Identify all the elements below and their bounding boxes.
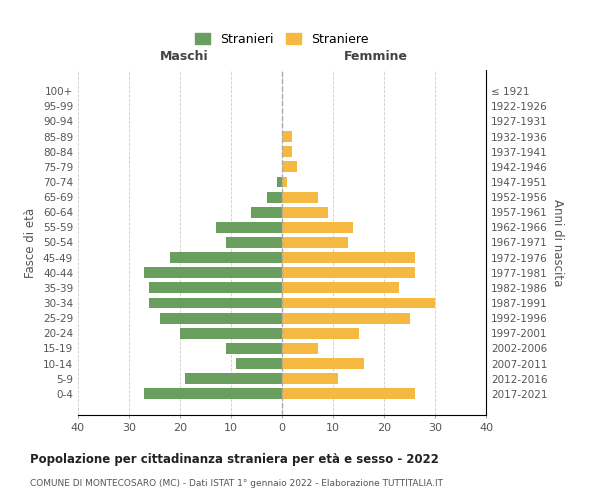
Bar: [282, 237, 348, 248]
Bar: [282, 343, 318, 354]
Bar: [282, 328, 359, 339]
Bar: [226, 237, 282, 248]
Text: COMUNE DI MONTECOSARO (MC) - Dati ISTAT 1° gennaio 2022 - Elaborazione TUTTITALI: COMUNE DI MONTECOSARO (MC) - Dati ISTAT …: [30, 479, 443, 488]
Bar: [282, 192, 318, 202]
Bar: [282, 131, 292, 142]
Bar: [266, 192, 282, 202]
Bar: [282, 176, 287, 188]
Bar: [282, 282, 400, 294]
Bar: [282, 298, 435, 308]
Bar: [282, 252, 415, 263]
Y-axis label: Anni di nascita: Anni di nascita: [551, 199, 564, 286]
Text: Popolazione per cittadinanza straniera per età e sesso - 2022: Popolazione per cittadinanza straniera p…: [30, 452, 439, 466]
Bar: [185, 374, 282, 384]
Bar: [282, 358, 364, 369]
Bar: [170, 252, 282, 263]
Bar: [226, 343, 282, 354]
Bar: [144, 268, 282, 278]
Bar: [251, 207, 282, 218]
Bar: [282, 312, 409, 324]
Text: Maschi: Maschi: [160, 50, 208, 63]
Bar: [282, 162, 298, 172]
Bar: [236, 358, 282, 369]
Bar: [282, 222, 353, 233]
Bar: [160, 312, 282, 324]
Bar: [277, 176, 282, 188]
Bar: [216, 222, 282, 233]
Bar: [282, 374, 338, 384]
Legend: Stranieri, Straniere: Stranieri, Straniere: [190, 28, 374, 51]
Y-axis label: Fasce di età: Fasce di età: [25, 208, 37, 278]
Bar: [149, 298, 282, 308]
Bar: [149, 282, 282, 294]
Bar: [180, 328, 282, 339]
Bar: [282, 388, 415, 400]
Bar: [282, 207, 328, 218]
Bar: [282, 146, 292, 157]
Text: Femmine: Femmine: [344, 50, 408, 63]
Bar: [144, 388, 282, 400]
Bar: [282, 268, 415, 278]
